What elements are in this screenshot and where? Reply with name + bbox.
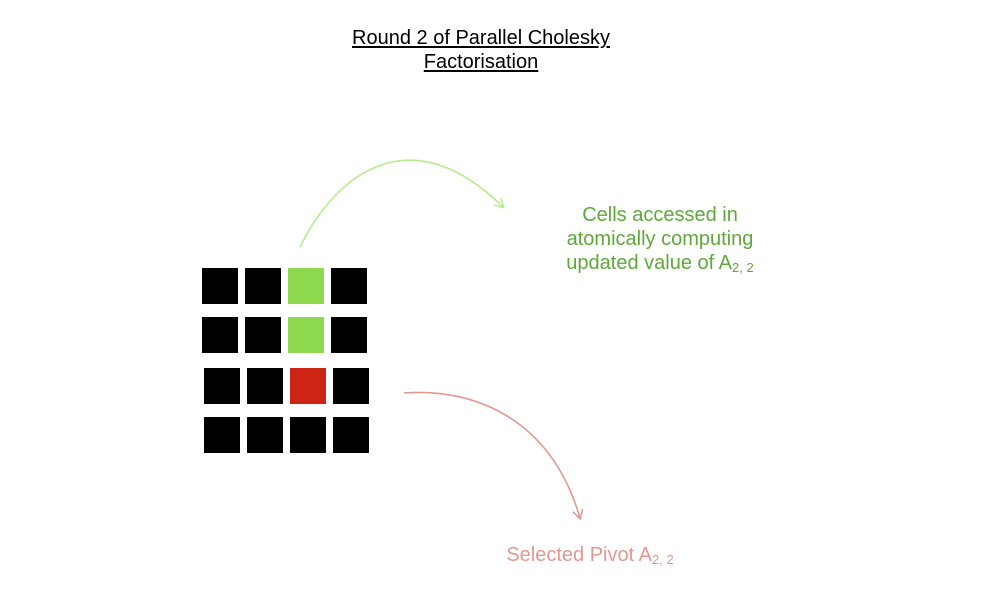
accessed-cells-label: Cells accessed in atomically computing u… xyxy=(530,203,790,275)
matrix-cell-2-3 xyxy=(333,368,369,404)
matrix-cell-2-2-pivot xyxy=(290,368,326,404)
pivot-label-main: Selected Pivot A xyxy=(506,544,652,566)
title-line-2: Factorisation xyxy=(423,51,539,73)
pivot-arrow xyxy=(403,391,584,521)
title-line-1: Round 2 of Parallel Cholesky xyxy=(352,27,610,49)
matrix-cell-3-2 xyxy=(290,417,326,453)
pivot-label-subscript: 2, 2 xyxy=(651,552,674,567)
accessed-label-line-3-main: updated value of A xyxy=(566,252,732,274)
matrix-cell-0-0 xyxy=(202,268,238,304)
accessed-label-line-1: Cells accessed in xyxy=(582,204,738,226)
accessed-label-line-3: updated value of A2, 2 xyxy=(530,251,790,275)
matrix-cell-0-3 xyxy=(331,268,367,304)
accessed-arrow xyxy=(299,159,505,248)
matrix-cell-1-0 xyxy=(202,317,238,353)
matrix-cell-1-2-accessed xyxy=(288,317,324,353)
diagram-title: Round 2 of Parallel Cholesky Factorisati… xyxy=(281,26,681,74)
accessed-label-line-2: atomically computing xyxy=(566,228,754,250)
matrix-cell-2-1 xyxy=(247,368,283,404)
selected-pivot-label: Selected Pivot A2, 2 xyxy=(470,543,710,567)
matrix-cell-1-1 xyxy=(245,317,281,353)
matrix-cell-0-2-accessed xyxy=(288,268,324,304)
matrix-cell-3-0 xyxy=(204,417,240,453)
matrix-cell-3-3 xyxy=(333,417,369,453)
matrix-cell-3-1 xyxy=(247,417,283,453)
matrix-cell-1-3 xyxy=(331,317,367,353)
matrix-cell-2-0 xyxy=(204,368,240,404)
matrix-cell-0-1 xyxy=(245,268,281,304)
accessed-label-subscript: 2, 2 xyxy=(732,260,754,275)
